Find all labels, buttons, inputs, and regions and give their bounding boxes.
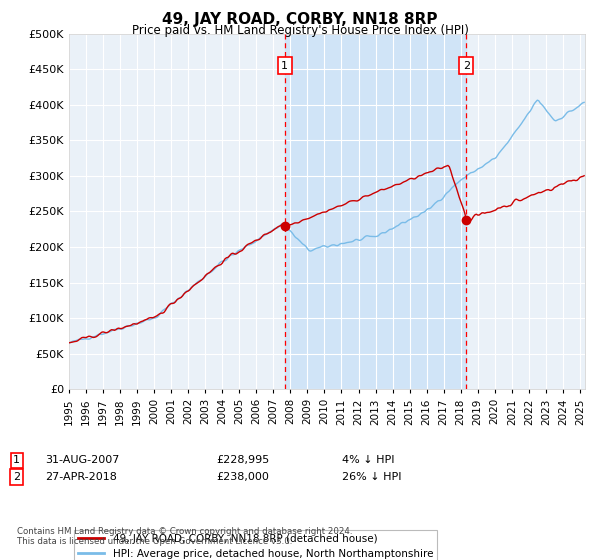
- Text: £238,000: £238,000: [216, 472, 269, 482]
- Text: 2: 2: [13, 472, 20, 482]
- Text: 26% ↓ HPI: 26% ↓ HPI: [342, 472, 401, 482]
- Legend: 49, JAY ROAD, CORBY, NN18 8RP (detached house), HPI: Average price, detached hou: 49, JAY ROAD, CORBY, NN18 8RP (detached …: [74, 530, 437, 560]
- Text: 4% ↓ HPI: 4% ↓ HPI: [342, 455, 395, 465]
- Text: Contains HM Land Registry data © Crown copyright and database right 2024.
This d: Contains HM Land Registry data © Crown c…: [17, 526, 352, 546]
- Text: 31-AUG-2007: 31-AUG-2007: [45, 455, 119, 465]
- Text: 27-APR-2018: 27-APR-2018: [45, 472, 117, 482]
- Text: 2: 2: [463, 60, 470, 71]
- Bar: [285, 34, 466, 389]
- Text: Price paid vs. HM Land Registry's House Price Index (HPI): Price paid vs. HM Land Registry's House …: [131, 24, 469, 37]
- Text: 1: 1: [13, 455, 20, 465]
- Text: 1: 1: [281, 60, 288, 71]
- Text: 49, JAY ROAD, CORBY, NN18 8RP: 49, JAY ROAD, CORBY, NN18 8RP: [162, 12, 438, 27]
- Text: £228,995: £228,995: [216, 455, 269, 465]
